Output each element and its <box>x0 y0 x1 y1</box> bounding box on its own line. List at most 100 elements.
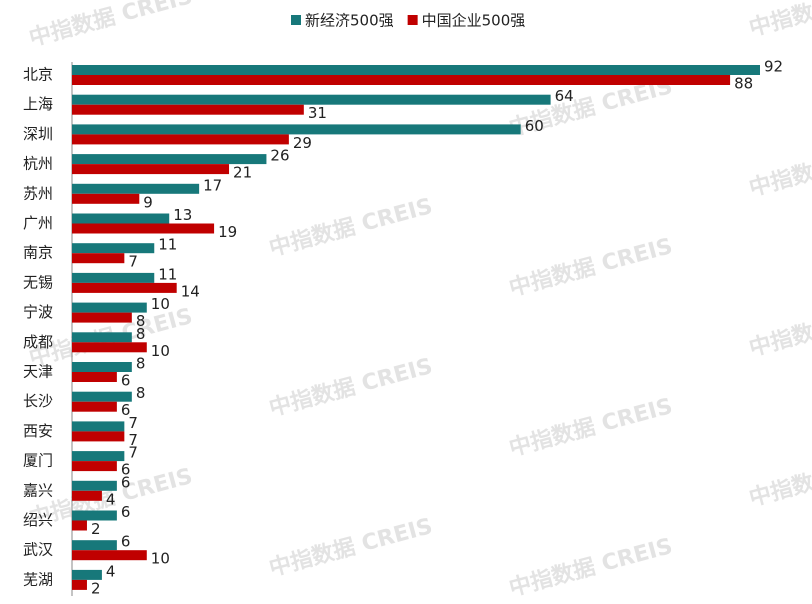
data-label: 6 <box>121 372 131 390</box>
data-label: 64 <box>555 87 574 105</box>
watermark: 中指数据 CREIS <box>506 233 675 302</box>
y-tick-label: 北京 <box>23 66 53 84</box>
data-label: 14 <box>181 282 200 300</box>
data-label: 92 <box>764 58 783 76</box>
y-tick-label: 广州 <box>23 214 53 232</box>
y-tick-label: 宁波 <box>23 303 53 321</box>
y-tick-label: 无锡 <box>23 273 53 291</box>
watermark: 中指数据 CREIS <box>26 0 195 52</box>
bar <box>72 362 132 372</box>
watermark: 中指数据 CREIS <box>746 0 812 42</box>
data-label: 9 <box>143 193 153 211</box>
data-label: 19 <box>218 223 237 241</box>
bar <box>72 272 155 283</box>
data-label: 10 <box>151 550 170 568</box>
y-tick-label: 绍兴 <box>23 511 53 529</box>
data-label: 7 <box>128 444 138 462</box>
bar <box>72 332 132 343</box>
data-label: 2 <box>91 520 101 538</box>
data-label: 11 <box>158 236 177 254</box>
watermark: 中指数据 CREIS <box>746 443 812 512</box>
y-tick-label: 苏州 <box>23 184 53 202</box>
bar <box>72 401 117 412</box>
watermark: 中指数据 CREIS <box>506 393 675 462</box>
y-tick-label: 南京 <box>23 244 53 262</box>
data-label: 8 <box>136 325 146 343</box>
data-label: 7 <box>128 431 138 449</box>
bar <box>72 421 125 432</box>
bar <box>72 480 117 491</box>
bar <box>72 193 140 204</box>
data-label: 10 <box>151 295 170 313</box>
bar <box>72 540 117 551</box>
data-label: 8 <box>136 384 146 402</box>
legend-swatch <box>291 15 301 25</box>
bar <box>72 75 731 85</box>
y-tick-label: 嘉兴 <box>23 481 53 499</box>
bar <box>72 282 177 293</box>
data-label: 6 <box>121 473 131 491</box>
watermark: 中指数据 CREIS <box>266 353 435 422</box>
y-tick-label: 上海 <box>23 95 53 113</box>
bar <box>72 510 117 521</box>
watermark: 中指数据 CREIS <box>746 133 812 202</box>
bar <box>72 550 147 561</box>
bar <box>72 490 102 501</box>
bar <box>72 569 102 580</box>
legend-label: 中国企业500强 <box>422 12 526 30</box>
data-label: 13 <box>173 206 192 224</box>
y-tick-label: 成都 <box>23 333 53 351</box>
data-label: 6 <box>121 461 131 479</box>
y-tick-label: 芜湖 <box>23 570 53 588</box>
bar <box>72 431 125 442</box>
bar <box>72 342 147 353</box>
y-tick-label: 武汉 <box>23 541 53 559</box>
legend-swatch <box>407 15 418 25</box>
bar <box>72 183 200 194</box>
data-label: 6 <box>121 503 131 521</box>
data-label: 31 <box>308 104 327 122</box>
bar <box>72 213 170 224</box>
legend-label: 新经济500强 <box>305 12 394 30</box>
bar <box>72 134 289 145</box>
y-tick-label: 深圳 <box>23 125 53 143</box>
y-tick-label: 西安 <box>23 422 53 440</box>
bar <box>72 223 215 234</box>
bar <box>72 253 125 264</box>
bar <box>72 65 760 75</box>
bar <box>72 243 155 254</box>
data-label: 7 <box>128 414 138 432</box>
data-label: 4 <box>106 562 116 580</box>
watermarks: 中指数据 CREIS 中指数据 CREIS 中指数据 CREIS 中指数据 CREIS… <box>26 0 812 602</box>
bar <box>72 104 304 115</box>
bar <box>72 579 87 590</box>
watermark: 中指数据 CREIS <box>746 293 812 362</box>
bar <box>72 312 132 323</box>
data-label: 60 <box>525 117 544 135</box>
data-label: 2 <box>91 579 101 597</box>
bar <box>72 124 521 135</box>
bar <box>72 451 125 462</box>
data-label: 8 <box>136 355 146 373</box>
y-tick-label: 杭州 <box>23 155 53 173</box>
data-label: 7 <box>128 253 138 271</box>
watermark: 中指数据 CREIS <box>506 533 675 602</box>
y-tick-label: 长沙 <box>23 392 53 410</box>
data-label: 6 <box>121 533 131 551</box>
data-label: 17 <box>203 176 222 194</box>
bar <box>72 461 117 472</box>
data-label: 88 <box>734 75 753 93</box>
watermark: 中指数据 CREIS <box>266 513 435 582</box>
data-label: 8 <box>136 312 146 330</box>
data-label: 10 <box>151 342 170 360</box>
bar <box>72 154 267 165</box>
data-label: 29 <box>293 134 312 152</box>
data-label: 6 <box>121 401 131 419</box>
bar <box>72 94 551 105</box>
data-label: 21 <box>233 164 252 182</box>
data-label: 11 <box>158 265 177 283</box>
bar <box>72 391 132 402</box>
y-tick-label: 厦门 <box>23 452 53 470</box>
bar <box>72 372 117 382</box>
